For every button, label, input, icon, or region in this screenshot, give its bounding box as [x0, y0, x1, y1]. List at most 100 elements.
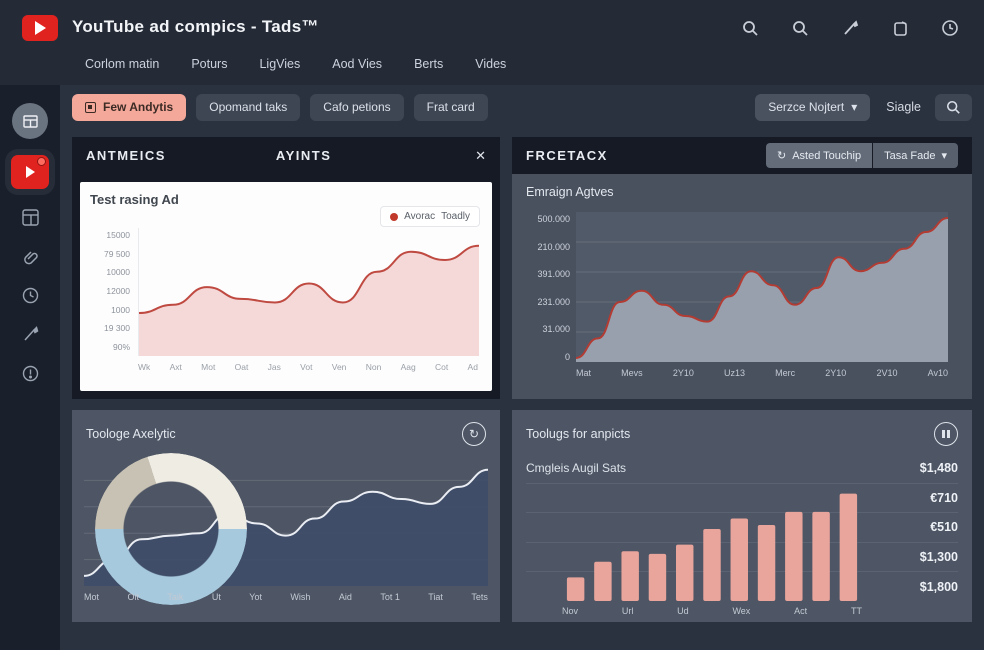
button-label: Cafo petions [323, 100, 391, 114]
area-chart-svg [138, 244, 480, 356]
pen-icon[interactable] [19, 323, 41, 345]
main-content: Few Andytis Opomand taks Cafo petions Fr… [60, 85, 984, 650]
x-axis-labels: Mat Mevs 2Y10 Uz13 Merc 2Y10 2V10 Av10 [576, 368, 948, 378]
panel-title: FRCETACX [526, 148, 608, 163]
x-tick-label: Vot [300, 362, 313, 372]
x-axis-labels: Wk Axt Mot Oat Jas Vot Ven Non Aag Cot Ad [138, 362, 478, 372]
y-tick-label: 19 300 [104, 323, 130, 334]
nav-item[interactable]: Aod Vies [332, 57, 383, 71]
x-tick-label: Nov [562, 606, 579, 616]
stat-row: €710 [526, 484, 958, 513]
frcetacx-panel-header: FRCETACX ↻ Asted Touchip Tasa Fade ▾ [512, 137, 972, 174]
tasa-fade-dropdown[interactable]: Tasa Fade ▾ [873, 143, 958, 168]
y-tick-label: 15000 [106, 230, 130, 240]
grid-circle-button[interactable] [12, 103, 48, 139]
asted-touchip-button[interactable]: ↻ Asted Touchip [765, 143, 873, 168]
area-chart-plot [138, 228, 480, 356]
panel-subtitle-tab[interactable]: AYINTS [275, 148, 332, 163]
opomand-taks-button[interactable]: Opomand taks [196, 93, 301, 121]
search-icon[interactable] [738, 16, 762, 40]
x-tick-label: Ut [211, 592, 221, 602]
help-icon[interactable] [938, 16, 962, 40]
x-tick-label: Taik [167, 592, 184, 602]
x-axis-labels: Nov Url Ud Wex Act TT [562, 606, 862, 616]
chart-mini-icon [85, 101, 96, 113]
x-tick-label: Ad [467, 362, 478, 372]
link-icon[interactable] [19, 245, 41, 267]
search-icon [946, 100, 960, 114]
x-tick-label: Tot 1 [380, 592, 400, 602]
antmeics-panel-header: ANTMEICS AYINTS ✕ [72, 137, 500, 174]
clock-icon[interactable] [19, 284, 41, 306]
chevron-down-icon: ▾ [851, 100, 858, 114]
y-tick-label: 10000 [106, 267, 130, 278]
y-tick-label: 231.000 [537, 296, 570, 307]
nav-item[interactable]: Vides [475, 57, 507, 71]
toolbar-search-button[interactable] [935, 93, 972, 121]
frcetacx-panel: FRCETACX ↻ Asted Touchip Tasa Fade ▾ Emr… [512, 137, 972, 399]
x-tick-label: Act [794, 606, 808, 616]
nav-item[interactable]: Poturs [191, 57, 228, 71]
pen-icon[interactable] [838, 16, 862, 40]
stat-label: Cmgleis Augil Sats [526, 461, 627, 476]
stat-row: $1,800 [526, 572, 958, 602]
frcetacx-panel-body: Emraign Agtves 500.000 210.000 391.000 231.… [512, 174, 972, 399]
legend-dot-icon [390, 212, 399, 221]
x-tick-label: Mot [201, 362, 216, 372]
cafo-petions-button[interactable]: Cafo petions [310, 93, 404, 121]
y-tick-label: 0 [564, 351, 570, 362]
chart-title: Emraign Agtves [526, 185, 614, 199]
x-tick-label: Non [365, 362, 382, 372]
x-tick-label: Oit [127, 592, 139, 602]
refresh-circle-button[interactable]: ↻ [462, 422, 486, 446]
button-label: Asted Touchip [792, 149, 862, 162]
chart-legend[interactable]: Avorac Toadly [380, 206, 480, 227]
app-title: YouTube ad compics - Tads™ [72, 17, 319, 36]
x-tick-label: TT [850, 606, 862, 616]
siagle-link[interactable]: Siagle [886, 100, 921, 114]
nav-item[interactable]: Corlom matin [85, 57, 160, 71]
nav-item[interactable]: Berts [414, 57, 444, 71]
youtube-logo[interactable] [22, 15, 58, 41]
y-tick-label: 79 500 [104, 248, 130, 259]
app-header: YouTube ad compics - Tads™ Corlom matin P… [0, 0, 984, 85]
refresh-icon: ↻ [468, 427, 480, 441]
donut-chart [95, 453, 247, 605]
primary-button-label: Few Andytis [103, 100, 174, 114]
stat-value: $1,800 [919, 579, 958, 594]
close-icon[interactable]: ✕ [475, 147, 486, 163]
few-andytis-button[interactable]: Few Andytis [72, 93, 187, 121]
stat-value: €510 [930, 520, 958, 535]
alert-icon[interactable] [19, 362, 41, 384]
y-tick-label: 500.000 [537, 214, 570, 224]
dashboard-icon[interactable] [19, 206, 41, 228]
x-tick-label: Aid [338, 592, 352, 602]
bar-chart-plot [562, 470, 862, 601]
chevron-down-icon: ▾ [941, 150, 947, 162]
test-rasing-ad-card: Test rasing Ad Avorac Toadly 15000 79 500… [80, 182, 492, 391]
frat-card-button[interactable]: Frat card [413, 93, 488, 121]
youtube-channel-button[interactable] [11, 155, 49, 189]
stat-value: $1,300 [919, 549, 958, 564]
button-label: Frat card [426, 100, 475, 114]
toolbar-right: Serzce Nojtert ▾ Siagle [755, 93, 972, 121]
main-nav: Corlom matin Poturs LigVies Aod Vies Berts Vi… [85, 57, 506, 71]
pause-circle-button[interactable] [934, 422, 958, 446]
chart-title: Test rasing Ad [90, 192, 179, 207]
toolugs-anpicts-panel: Toolugs for anpicts Cmgleis Augil Sats $1… [512, 410, 972, 622]
x-tick-label: Aag [400, 362, 416, 372]
x-tick-label: Uz13 [723, 368, 745, 378]
clipboard-icon[interactable] [888, 16, 912, 40]
search-icon[interactable] [788, 16, 812, 40]
panel-title-row: Toolugs for anpicts [512, 410, 972, 446]
dropdown-label: Serzce Nojtert [768, 100, 845, 114]
toologe-axelytic-panel: Toologe Axelytic ↻ Mot Oit Taik Ut Yot Wish Ai… [72, 410, 500, 622]
x-tick-label: Av10 [927, 368, 948, 378]
button-label: Opomand taks [209, 100, 288, 114]
y-tick-label: 1000 [111, 304, 130, 315]
serzce-dropdown[interactable]: Serzce Nojtert ▾ [755, 93, 871, 121]
x-tick-label: Wex [732, 606, 751, 616]
nav-item[interactable]: LigVies [259, 57, 301, 71]
area-chart-svg [575, 217, 949, 362]
